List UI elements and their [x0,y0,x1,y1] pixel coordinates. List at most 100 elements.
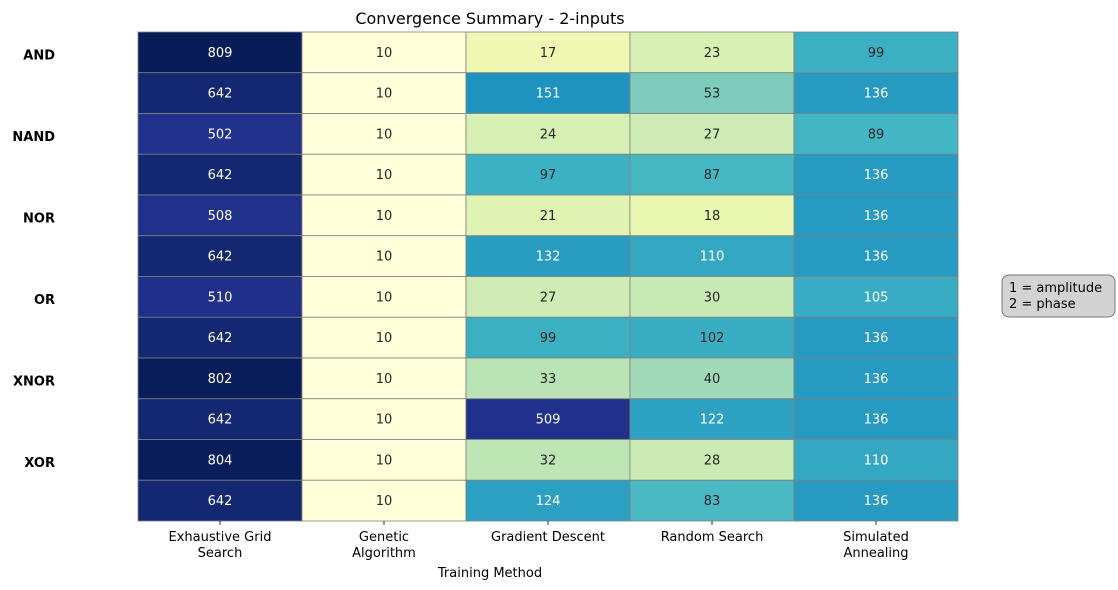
cell-value-label: 110 [864,453,889,468]
cell-value-label: 33 [540,372,557,387]
heatmap-cell [629,479,795,522]
row-group-label: XNOR [13,374,55,389]
cell-value-label: 510 [208,290,233,305]
x-tick-label: Random Search [661,530,764,545]
legend-note-box: 1 = amplitude 2 = phase [1001,274,1116,318]
heatmap-cell [629,316,795,359]
cell-value-label: 136 [864,250,889,265]
heatmap-cell [793,276,959,318]
cell-value-label: 10 [376,87,393,102]
heatmap-cell [137,479,303,522]
cell-value-label: 136 [864,87,889,102]
heatmap-cell [465,31,631,74]
heatmap-cell [793,398,959,440]
cell-value-label: 10 [376,494,393,509]
cell-value-label: 10 [376,209,393,224]
heatmap-cell [465,398,631,440]
row-group-label: NAND [12,130,55,145]
cell-value-label: 151 [536,87,561,102]
heatmap-cell [301,316,467,359]
cell-value-label: 642 [208,413,233,428]
heatmap-cell [793,72,959,114]
cell-value-label: 136 [864,494,889,509]
heatmap-cell [465,194,631,237]
heatmap-cell [301,194,467,237]
cell-value-label: 10 [376,453,393,468]
heatmap-cell [137,31,303,74]
column-labels: Exhaustive Grid Search Genetic Algorithm Gra… [169,521,909,561]
heatmap-cell [629,398,795,440]
heatmap-cell [793,316,959,359]
heatmap-cell [137,153,303,196]
heatmap-cell [301,153,467,196]
heatmap-cell [137,398,303,440]
cell-value-label: 10 [376,290,393,305]
cell-value-label: 508 [208,209,233,224]
cell-value-label: 27 [704,127,721,142]
heatmap-cell [301,357,467,400]
cell-value-label: 24 [540,127,557,142]
legend-note-line-2: 2 = phase [1009,297,1076,312]
cell-value-label: 642 [208,250,233,265]
cell-value-label: 136 [864,168,889,183]
cell-value-label: 10 [376,250,393,265]
cell-value-label: 23 [704,46,721,61]
heatmap-cell [465,357,631,400]
x-tick-label: Genetic Algorithm [352,530,416,561]
cell-value-label: 642 [208,494,233,509]
cell-value-label: 136 [864,413,889,428]
heatmap-cell [629,153,795,196]
cell-value-label: 10 [376,372,393,387]
cell-value-label: 18 [704,209,721,224]
cell-value-label: 32 [540,453,557,468]
heatmap-cell [301,31,467,74]
x-tick-label: Exhaustive Grid Search [169,530,272,561]
heatmap-cell [793,153,959,196]
heatmap-cell [465,113,631,155]
cell-value-label: 804 [208,453,233,468]
cell-value-label: 89 [868,127,885,142]
cell-value-label: 136 [864,372,889,387]
heatmap-cell [793,439,959,481]
heatmap-cell [137,439,303,481]
x-tick-label: Simulated Annealing [843,530,909,561]
cell-value-label: 10 [376,46,393,61]
heatmap-cell [793,113,959,155]
heatmap-cell [629,439,795,481]
cell-value-label: 132 [536,250,561,265]
cell-value-label: 642 [208,168,233,183]
row-group-label: XOR [24,456,55,471]
cell-value-label: 122 [700,413,725,428]
cell-value-label: 10 [376,127,393,142]
cell-value-label: 99 [540,331,557,346]
heatmap-cell [301,113,467,155]
cell-value-label: 27 [540,290,557,305]
cell-value-label: 136 [864,209,889,224]
heatmap-cell [465,72,631,114]
cell-value-label: 802 [208,372,233,387]
cell-value-label: 97 [540,168,557,183]
cell-value-label: 30 [704,290,721,305]
row-group-label: NOR [23,211,55,226]
cell-value-label: 124 [536,494,561,509]
cell-value-label: 502 [208,127,233,142]
cell-value-label: 10 [376,168,393,183]
heatmap-cell [793,235,959,277]
cell-value-label: 136 [864,331,889,346]
cell-value-label: 110 [700,250,725,265]
heatmap-cell [137,276,303,318]
heatmap-cell [793,194,959,237]
cell-value-label: 28 [704,453,721,468]
heatmap-cell [301,235,467,277]
heatmap-cells: 809 10 17 23 99 642 10 151 53 136 502 10 24 27 89 642 10… [137,31,959,522]
heatmap-cell [465,153,631,196]
cell-value-label: 105 [864,290,889,305]
heatmap-cell [137,72,303,114]
cell-value-label: 99 [868,46,885,61]
cell-value-label: 21 [540,209,557,224]
cell-value-label: 809 [208,46,233,61]
cell-value-label: 102 [700,331,725,346]
heatmap-cell [793,357,959,400]
row-group-label: AND [23,48,55,63]
